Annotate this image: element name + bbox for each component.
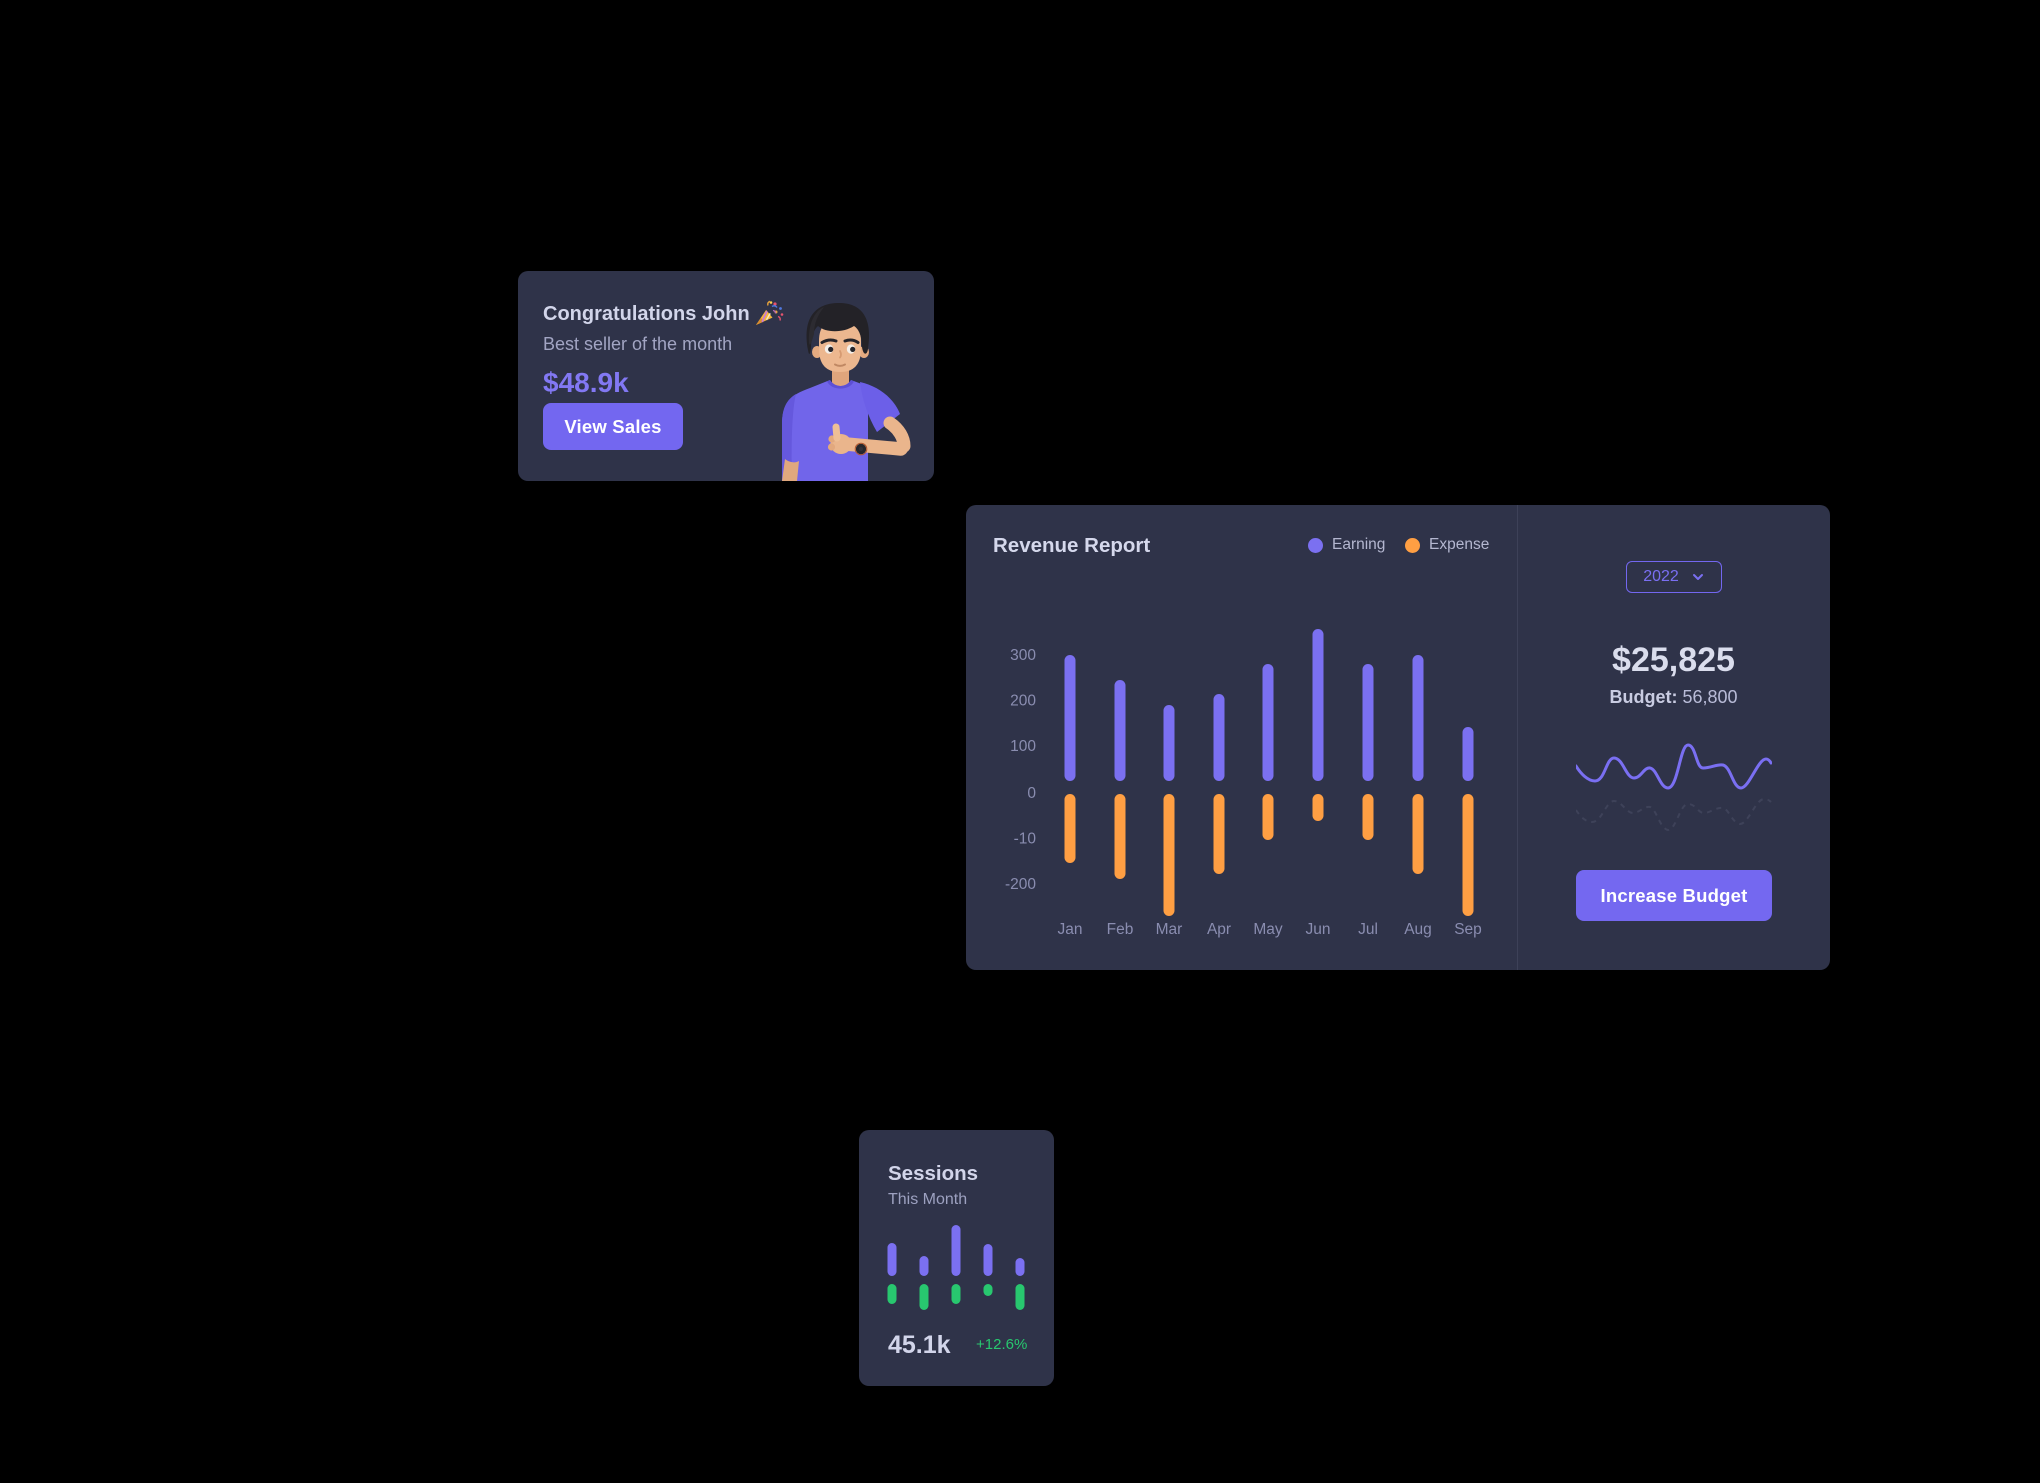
svg-text:Apr: Apr bbox=[1207, 921, 1231, 938]
svg-text:Aug: Aug bbox=[1404, 921, 1432, 938]
svg-text:Jan: Jan bbox=[1058, 921, 1083, 938]
svg-text:-200: -200 bbox=[1005, 876, 1036, 893]
svg-text:May: May bbox=[1253, 921, 1283, 938]
svg-text:Mar: Mar bbox=[1156, 921, 1183, 938]
svg-text:200: 200 bbox=[1010, 693, 1036, 710]
svg-text:100: 100 bbox=[1010, 738, 1036, 755]
svg-text:Sep: Sep bbox=[1454, 921, 1482, 938]
svg-text:-10: -10 bbox=[1014, 831, 1037, 848]
svg-text:300: 300 bbox=[1010, 647, 1036, 664]
svg-text:Jun: Jun bbox=[1306, 921, 1331, 938]
svg-text:0: 0 bbox=[1027, 785, 1036, 802]
svg-text:Feb: Feb bbox=[1107, 921, 1134, 938]
svg-text:Jul: Jul bbox=[1358, 921, 1378, 938]
